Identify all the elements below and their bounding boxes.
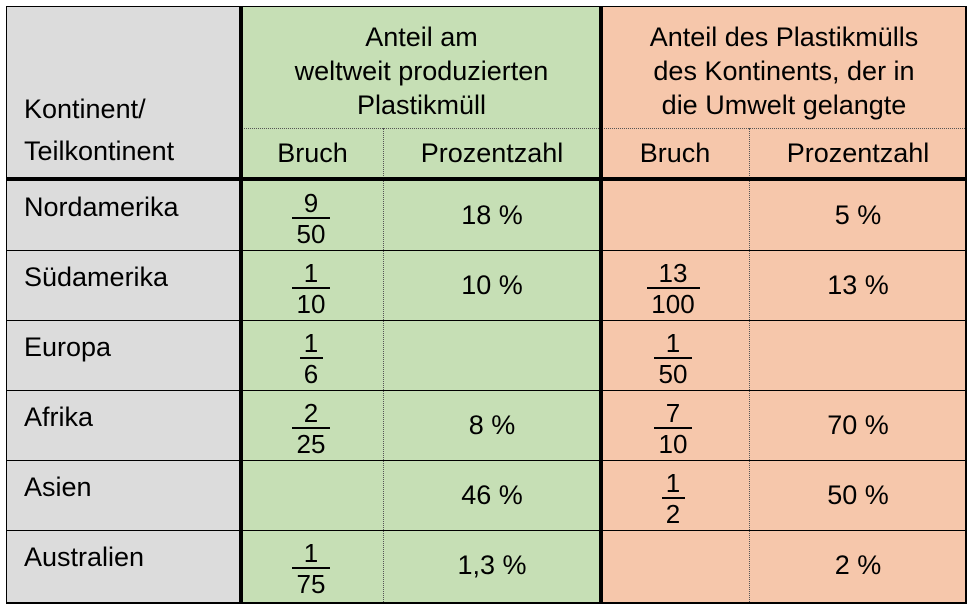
world-share-fraction-numerator: 2 [303, 398, 319, 428]
world-share-fraction-numerator: 9 [303, 188, 319, 218]
environment-share-column-bg [601, 6, 967, 604]
row-continent-name: Südamerika [24, 262, 169, 292]
world-share-fraction: 1 10 [281, 260, 341, 318]
header-bottom-border [6, 177, 967, 181]
header-continent-line1: Kontinent/ [24, 94, 146, 124]
table-row: Afrika 2 25 7 10 8 % 70 % [6, 390, 967, 460]
row-border-5 [6, 530, 967, 531]
header-world-line2: weltweit produzierten [294, 56, 549, 86]
subheader-world-prozent: Prozentzahl [420, 138, 564, 168]
row-continent-name: Europa [24, 332, 112, 362]
world-share-percent: 8 % [468, 410, 516, 440]
env-share-fraction: 7 10 [643, 400, 703, 458]
world-share-fraction-numerator: 1 [303, 538, 319, 568]
world-share-column-bg [242, 6, 601, 604]
plastic-waste-table: Kontinent/ Teilkontinent Anteil am weltw… [6, 6, 967, 604]
env-share-fraction-numerator: 1 [665, 468, 681, 498]
header-env-line3: die Umwelt gelangte [661, 90, 907, 120]
table-row: Asien 1 2 46 % 50 % [6, 460, 967, 530]
row-border-1 [6, 250, 967, 251]
world-share-fraction-denominator: 6 [303, 359, 319, 389]
header-environment-share: Anteil des Plastikmülls des Kontinents, … [601, 20, 967, 122]
env-share-fraction-denominator: 50 [658, 359, 688, 389]
env-share-fraction-denominator: 10 [658, 429, 688, 459]
world-share-fraction: 9 50 [281, 190, 341, 248]
env-share-percent: 50 % [827, 480, 889, 510]
env-share-fraction-numerator: 7 [665, 398, 681, 428]
continent-column-bg [6, 6, 242, 604]
header-continent: Kontinent/ [24, 92, 146, 126]
env-share-percent: 70 % [827, 410, 889, 440]
divider-continent-world [239, 6, 243, 604]
env-share-percent: 5 % [834, 200, 882, 230]
border-bottom [6, 602, 967, 604]
divider-world-env [599, 6, 603, 604]
row-continent-name: Asien [24, 472, 92, 502]
world-share-fraction-denominator: 25 [296, 429, 326, 459]
border-left [6, 6, 7, 604]
row-border-3 [6, 390, 967, 391]
world-share-fraction-denominator: 75 [296, 569, 326, 599]
env-share-fraction: 13 100 [643, 260, 703, 318]
fraction-bar [292, 287, 330, 289]
header-world-line3: Plastikmüll [356, 90, 487, 120]
env-column-divider [749, 128, 750, 604]
table-row: Südamerika 1 10 13 100 10 % 13 % [6, 250, 967, 320]
row-continent-name: Nordamerika [24, 192, 179, 222]
header-world-share: Anteil am weltweit produzierten Plastikm… [242, 20, 601, 122]
subheader-env-prozent: Prozentzahl [786, 138, 930, 168]
world-share-fraction: 1 75 [281, 540, 341, 598]
world-share-fraction-numerator: 1 [303, 258, 319, 288]
header-env-line2: des Kontinents, der in [653, 56, 915, 86]
world-share-fraction-numerator: 1 [303, 328, 319, 358]
subheader-divider-env [601, 128, 967, 129]
world-share-percent: 18 % [461, 200, 523, 230]
world-share-fraction: 2 25 [281, 400, 341, 458]
subheader-divider-world [242, 128, 601, 129]
fraction-bar [299, 357, 323, 359]
world-column-divider [383, 128, 384, 604]
row-border-2 [6, 320, 967, 321]
header-world-line1: Anteil am [365, 22, 478, 52]
header-continent-line2: Teilkontinent [24, 136, 175, 166]
fraction-bar [654, 357, 692, 359]
border-right [965, 6, 967, 604]
header-continent-2: Teilkontinent [24, 134, 174, 168]
border-top [6, 6, 967, 7]
env-share-fraction-numerator: 1 [665, 328, 681, 358]
table-row: Nordamerika 9 50 18 % 5 % [6, 180, 967, 250]
subheader-world-bruch: Bruch [277, 138, 348, 168]
row-continent-name: Afrika [24, 402, 94, 432]
fraction-bar [292, 427, 330, 429]
world-share-percent: 1,3 % [457, 550, 527, 580]
fraction-bar [654, 427, 692, 429]
fraction-bar [292, 217, 330, 219]
world-share-percent: 46 % [461, 480, 523, 510]
fraction-bar [292, 567, 330, 569]
env-share-fraction-denominator: 2 [665, 499, 681, 529]
fraction-bar [646, 287, 700, 289]
env-share-percent: 2 % [834, 550, 882, 580]
env-share-fraction-numerator: 13 [658, 258, 688, 288]
subheader-env-bruch: Bruch [639, 138, 711, 168]
fraction-bar [661, 497, 685, 499]
header-env-line1: Anteil des Plastikmülls [649, 22, 919, 52]
row-border-4 [6, 460, 967, 461]
table-row: Australien 1 75 1,3 % 2 % [6, 530, 967, 600]
world-share-percent: 10 % [461, 270, 523, 300]
world-share-fraction-denominator: 50 [296, 219, 326, 249]
world-share-fraction-denominator: 10 [296, 289, 326, 319]
env-share-percent: 13 % [827, 270, 889, 300]
row-continent-name: Australien [24, 542, 145, 572]
table-row: Europa 1 6 1 50 [6, 320, 967, 390]
env-share-fraction-denominator: 100 [651, 289, 695, 319]
env-share-fraction: 1 50 [643, 330, 703, 388]
